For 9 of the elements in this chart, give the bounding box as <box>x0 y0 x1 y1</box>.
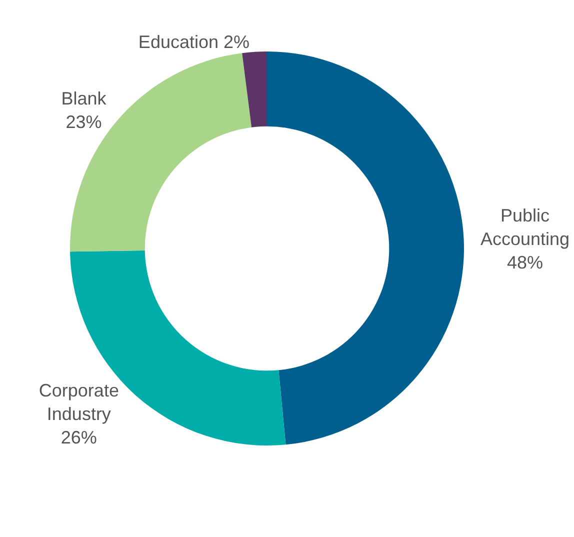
data-label: 48% <box>506 252 544 272</box>
donut-slice <box>267 52 464 445</box>
data-label: 23% <box>66 112 102 132</box>
slice-label: Corporate Industry <box>38 380 119 424</box>
slice-label: Blank <box>61 88 108 108</box>
donut-slice <box>242 52 267 128</box>
slice-label: Education 2% <box>138 32 250 52</box>
data-label: 26% <box>60 427 97 448</box>
slice-label: Public Accounting <box>480 206 570 250</box>
